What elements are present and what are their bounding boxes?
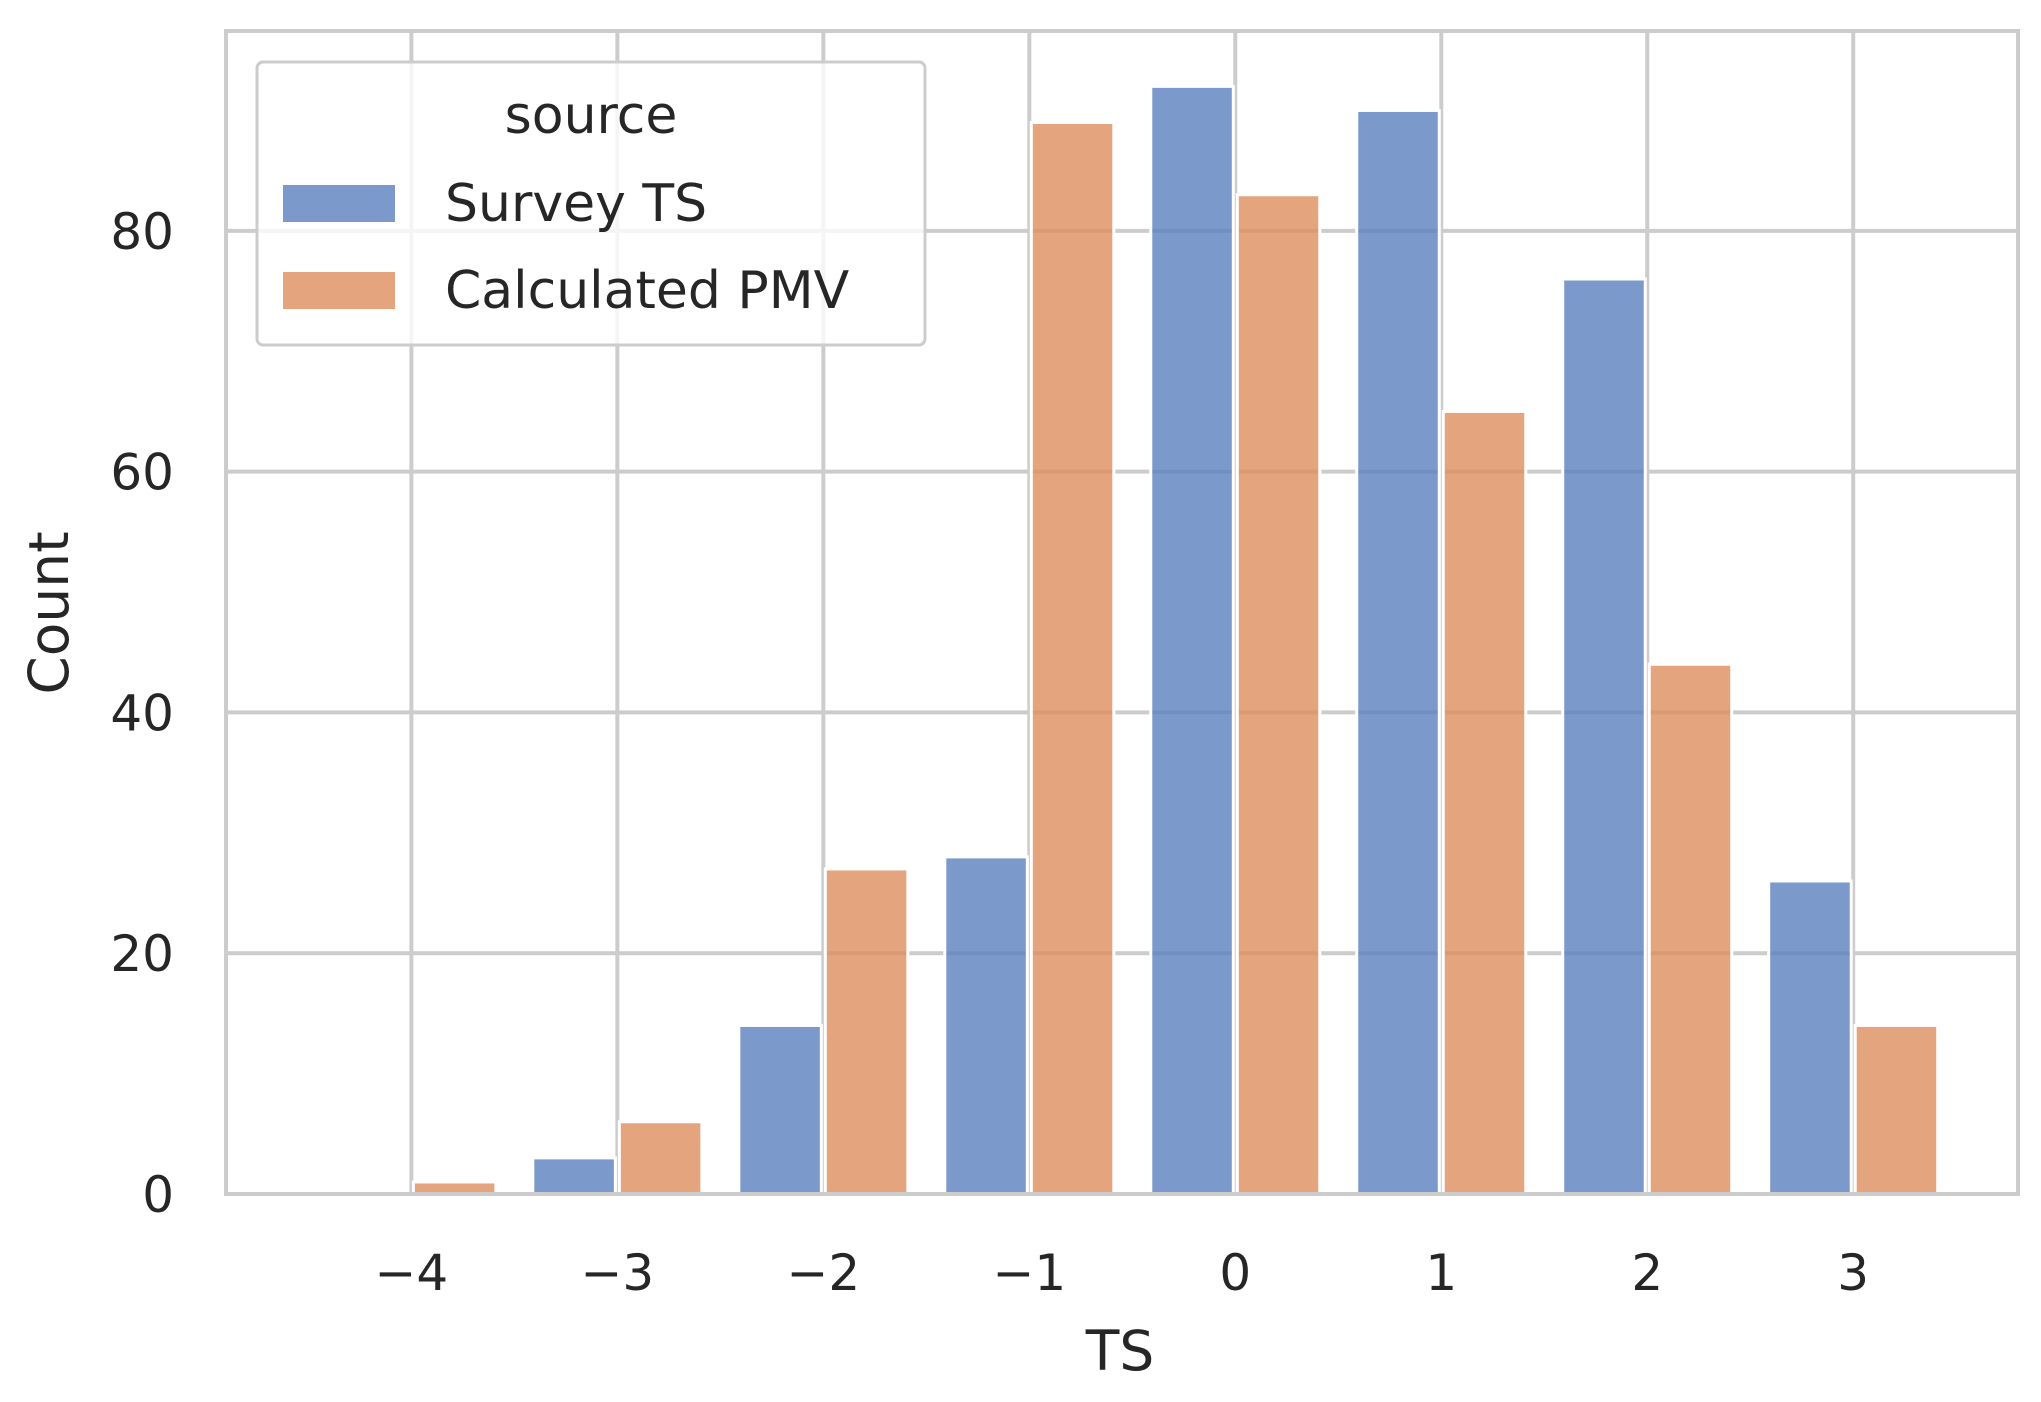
x-tick-label: 3 — [1837, 1244, 1869, 1302]
bar-calculated-pmv — [1647, 662, 1734, 1196]
plot-frame — [224, 29, 2020, 1196]
x-axis-label: TS — [1085, 1319, 1155, 1383]
y-tick-label: 60 — [110, 444, 174, 502]
bar-survey-ts — [737, 1023, 823, 1196]
x-tick-label: 1 — [1425, 1244, 1457, 1302]
legend-swatch-survey-ts — [283, 185, 395, 222]
y-tick-labels: 0 20 40 60 80 — [110, 203, 174, 1224]
x-tick-labels: −4 −3 −2 −1 0 1 2 3 — [375, 1244, 1870, 1302]
legend-swatch-calculated-pmv — [283, 272, 395, 309]
y-tick-label: 80 — [110, 203, 174, 261]
x-tick-label: 2 — [1631, 1244, 1663, 1302]
legend: source Survey TS Calculated PMV — [255, 60, 927, 347]
bar-calculated-pmv — [617, 1120, 704, 1196]
bars — [411, 84, 1940, 1196]
legend-title: source — [505, 86, 678, 146]
bar-survey-ts — [1355, 108, 1441, 1196]
x-tick-label: −2 — [786, 1244, 860, 1302]
legend-box — [255, 60, 927, 347]
bar-survey-ts — [1767, 879, 1853, 1196]
y-tick-label: 0 — [142, 1166, 174, 1224]
bar-survey-ts — [531, 1156, 617, 1196]
bar-survey-ts — [1149, 84, 1235, 1196]
bar-calculated-pmv — [1235, 193, 1322, 1196]
bar-calculated-pmv — [1029, 120, 1116, 1196]
y-tick-label: 40 — [110, 684, 174, 742]
x-tick-label: −1 — [992, 1244, 1066, 1302]
bar-calculated-pmv — [1853, 1023, 1940, 1196]
y-tick-label: 20 — [110, 925, 174, 983]
bar-calculated-pmv — [1441, 409, 1528, 1196]
bar-calculated-pmv — [823, 867, 910, 1196]
x-tick-label: −3 — [580, 1244, 654, 1302]
x-tick-label: 0 — [1219, 1244, 1251, 1302]
bar-survey-ts — [1561, 277, 1647, 1196]
x-tick-label: −4 — [375, 1244, 449, 1302]
bar-survey-ts — [943, 855, 1029, 1196]
y-axis-label: Count — [17, 531, 81, 694]
legend-label-survey-ts: Survey TS — [445, 174, 707, 234]
legend-label-calculated-pmv: Calculated PMV — [445, 261, 850, 321]
